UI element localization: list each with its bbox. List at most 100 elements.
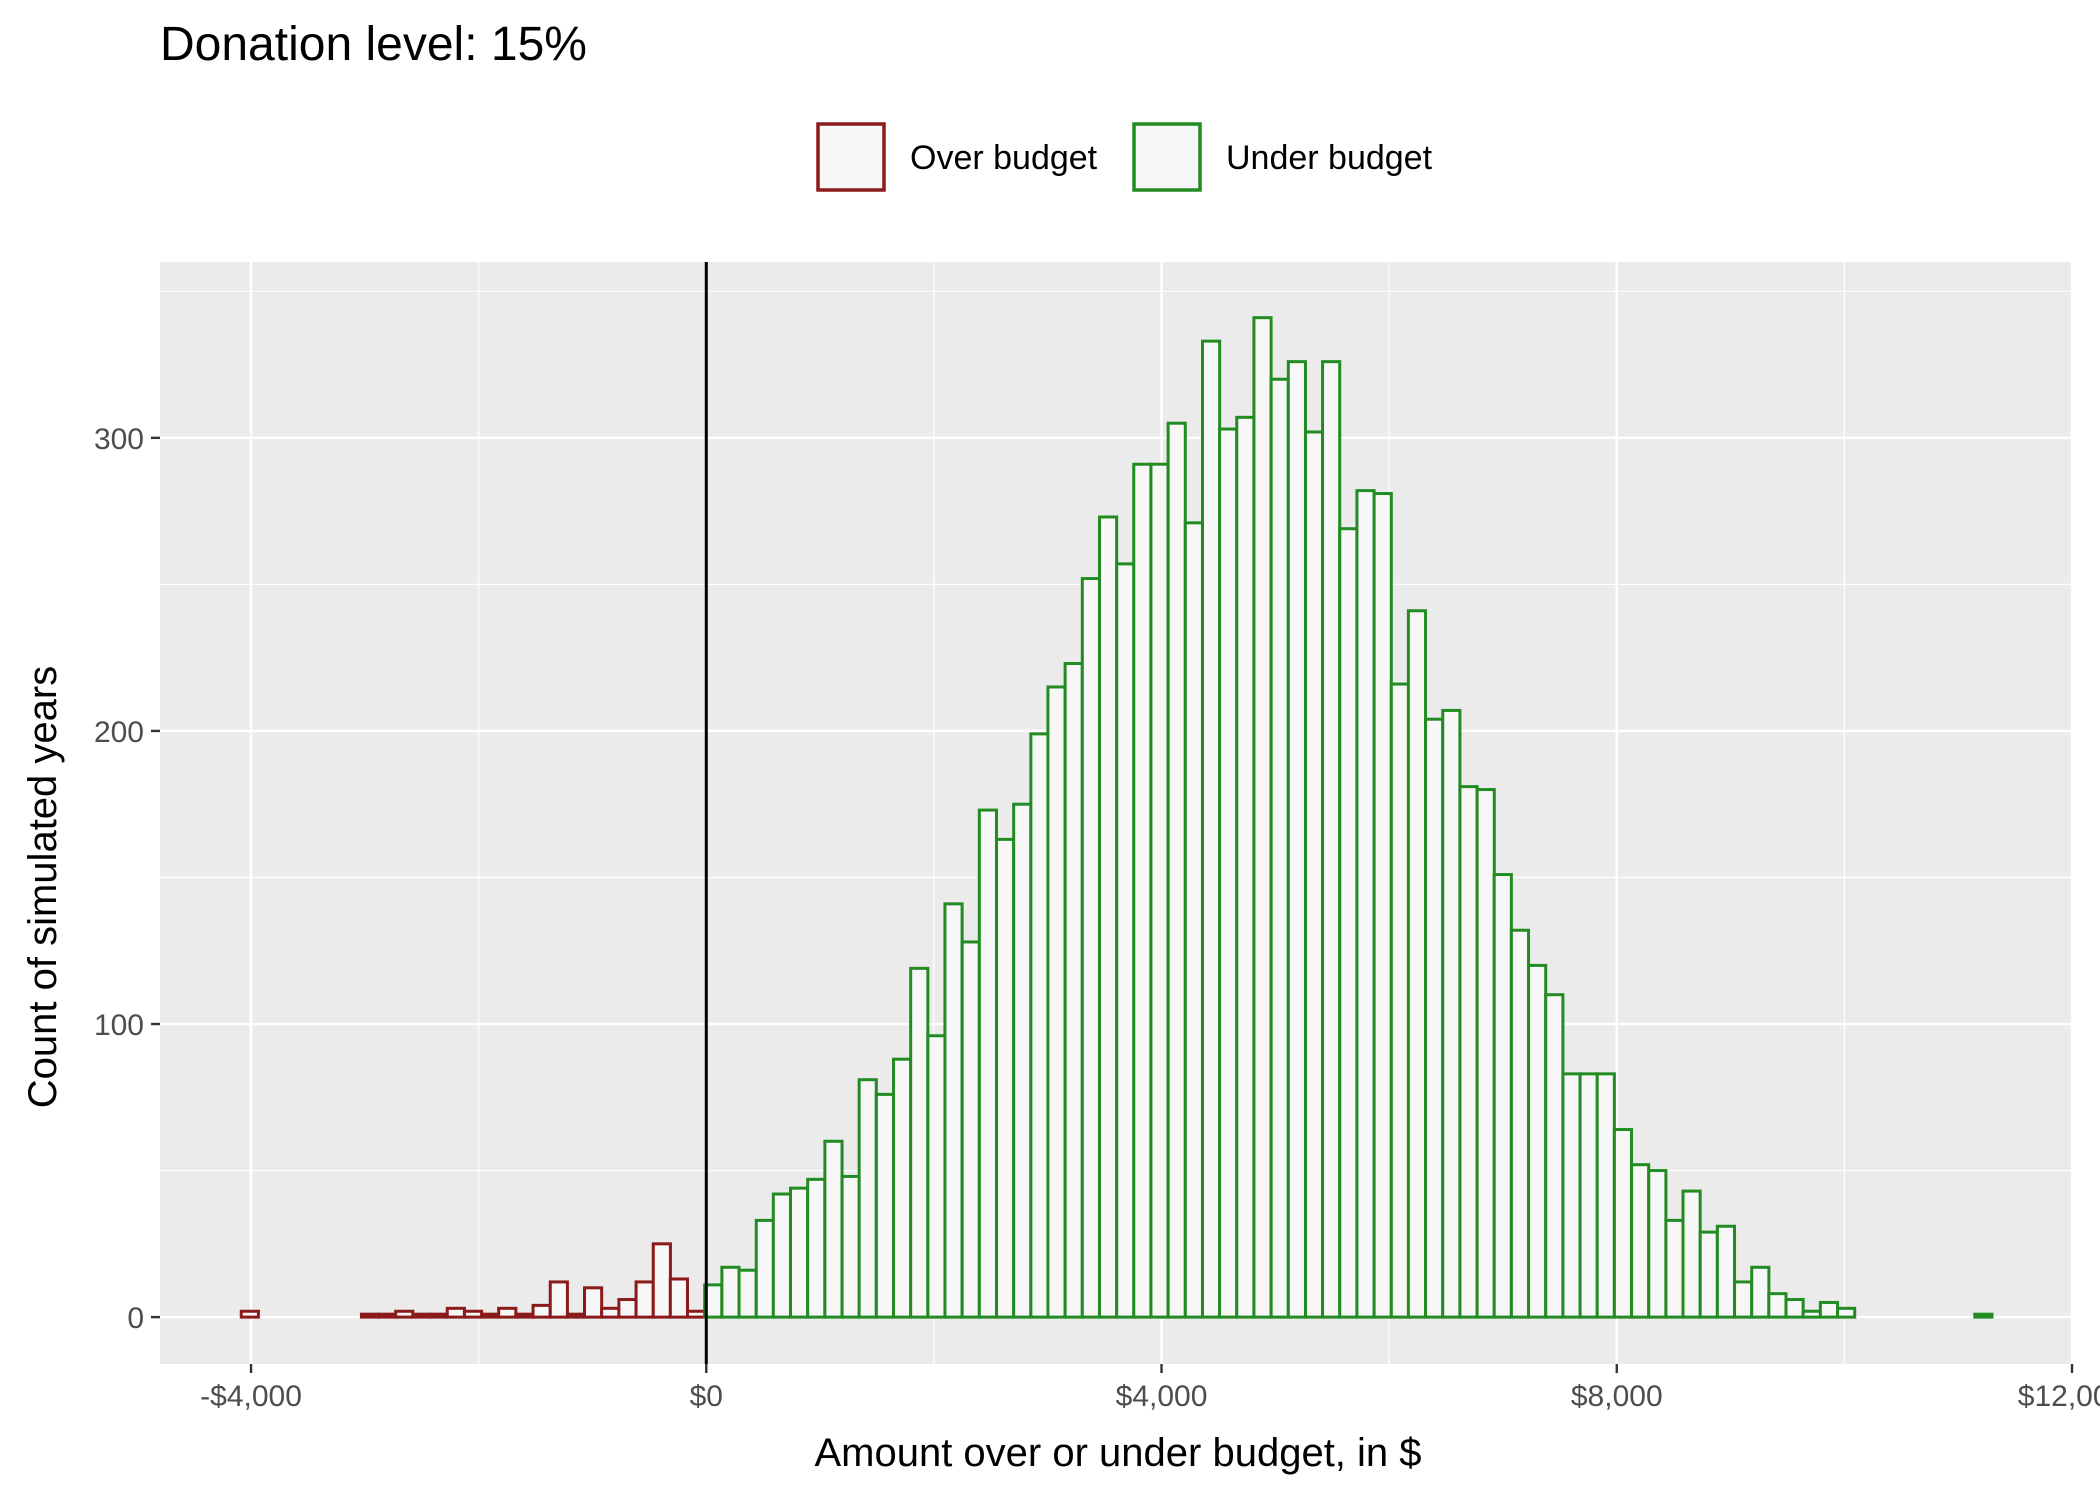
histogram-bar xyxy=(1544,993,1565,1319)
x-tick-label: $8,000 xyxy=(1571,1380,1663,1413)
x-tick-label: $4,000 xyxy=(1116,1380,1208,1413)
histogram-bar xyxy=(977,808,998,1319)
histogram-bar xyxy=(428,1312,449,1319)
histogram-bar xyxy=(1321,360,1342,1319)
histogram-bar xyxy=(411,1312,432,1319)
legend-key xyxy=(816,122,886,192)
histogram-bar xyxy=(514,1312,535,1319)
histogram-bar xyxy=(565,1312,587,1319)
histogram-bar xyxy=(1286,360,1307,1319)
histogram-bar xyxy=(239,1309,260,1319)
histogram-bar xyxy=(617,1298,638,1319)
histogram-bar xyxy=(1080,577,1101,1319)
over-budget-series xyxy=(239,1242,707,1319)
histogram-bar xyxy=(668,1277,689,1319)
histogram-bar xyxy=(1595,1072,1616,1319)
histogram-bar xyxy=(789,1186,810,1319)
histogram-bar xyxy=(634,1280,655,1319)
histogram-bar xyxy=(857,1078,878,1319)
histogram-bar xyxy=(1630,1163,1651,1319)
histogram-bar xyxy=(840,1174,861,1319)
y-axis: 0 100 200 300 xyxy=(94,423,160,1335)
legend-label: Under budget xyxy=(1226,139,1433,177)
legend: Over budget Under budget xyxy=(816,122,1433,192)
histogram-bar xyxy=(394,1309,415,1319)
histogram-bar xyxy=(1715,1224,1737,1319)
legend-key xyxy=(1132,122,1202,192)
histogram-bar xyxy=(1612,1128,1634,1319)
histogram-bar xyxy=(1252,316,1273,1319)
histogram-bar xyxy=(1664,1218,1685,1319)
x-axis-title: Amount over or under budget, in $ xyxy=(814,1431,1421,1475)
histogram-bar xyxy=(1578,1072,1599,1319)
histogram-bar xyxy=(771,1192,792,1319)
histogram-bar xyxy=(1389,682,1410,1319)
x-tick-label: $12,000 xyxy=(2018,1380,2100,1413)
histogram-bar xyxy=(1973,1312,1994,1319)
histogram-bar xyxy=(1527,963,1548,1319)
histogram-bar xyxy=(943,902,964,1319)
histogram-bar xyxy=(1063,662,1084,1319)
histogram-bar xyxy=(1303,430,1325,1319)
histogram-bar xyxy=(1269,377,1290,1319)
histogram-bar xyxy=(1801,1309,1822,1319)
histogram-bar xyxy=(1149,462,1170,1319)
histogram-bar xyxy=(480,1312,501,1319)
histogram-bar xyxy=(874,1092,895,1319)
histogram-bar xyxy=(1836,1306,1857,1319)
x-tick-label: -$4,000 xyxy=(200,1380,302,1413)
histogram-bar xyxy=(1681,1189,1702,1319)
histogram-bar xyxy=(1355,489,1376,1319)
histogram-bar xyxy=(1561,1072,1582,1319)
histogram-bar xyxy=(720,1265,741,1319)
histogram-bar xyxy=(583,1286,604,1319)
histogram-bar xyxy=(1767,1292,1788,1319)
chart-title: Donation level: 15% xyxy=(160,18,587,71)
histogram-bar xyxy=(926,1034,947,1319)
histogram-bar xyxy=(1492,873,1513,1319)
histogram-bar xyxy=(1338,527,1359,1319)
histogram-bar xyxy=(1218,427,1239,1319)
histogram-bar xyxy=(1012,802,1033,1319)
histogram-bar xyxy=(806,1177,827,1319)
histogram-bar xyxy=(737,1268,758,1319)
histogram-bar xyxy=(377,1312,398,1319)
histogram-bar xyxy=(497,1306,518,1319)
histogram-bar xyxy=(651,1242,672,1319)
histogram-bar xyxy=(1235,415,1256,1319)
histogram-bar xyxy=(1183,521,1204,1319)
y-tick-label: 300 xyxy=(94,423,144,456)
histogram-bar xyxy=(1475,788,1496,1319)
histogram-bar xyxy=(462,1309,484,1319)
histogram-bar xyxy=(1784,1298,1805,1319)
histogram-bar xyxy=(1458,785,1479,1319)
histogram-bar xyxy=(892,1057,913,1319)
histogram-bar xyxy=(686,1309,707,1319)
plot-panel xyxy=(160,262,2074,1364)
histogram-bar xyxy=(1132,462,1153,1319)
histogram-bar xyxy=(1509,928,1531,1319)
histogram-bar xyxy=(1733,1280,1754,1319)
histogram-bar xyxy=(1406,609,1428,1319)
histogram-bar xyxy=(1750,1265,1771,1319)
y-tick-label: 0 xyxy=(127,1302,144,1335)
histogram-bar xyxy=(1441,708,1462,1319)
histogram-bar xyxy=(754,1218,775,1319)
histogram-bar xyxy=(1698,1230,1719,1319)
y-axis-title: Count of simulated years xyxy=(21,666,65,1108)
histogram-bar xyxy=(531,1303,552,1319)
y-tick-label: 100 xyxy=(94,1009,144,1042)
under-budget-series xyxy=(703,316,1994,1319)
x-tick-label: $0 xyxy=(690,1380,723,1413)
legend-item-under-budget: Under budget xyxy=(1132,122,1433,192)
histogram-bar xyxy=(1647,1169,1668,1319)
histogram-bar xyxy=(548,1280,569,1319)
legend-label: Over budget xyxy=(910,139,1098,177)
x-axis: -$4,000 $0 $4,000 $8,000 $12,000 xyxy=(200,1364,2100,1413)
histogram-bar xyxy=(1424,717,1445,1319)
histogram-bar xyxy=(1818,1300,1840,1319)
histogram-bar xyxy=(1166,421,1187,1319)
histogram-bar xyxy=(359,1312,381,1319)
